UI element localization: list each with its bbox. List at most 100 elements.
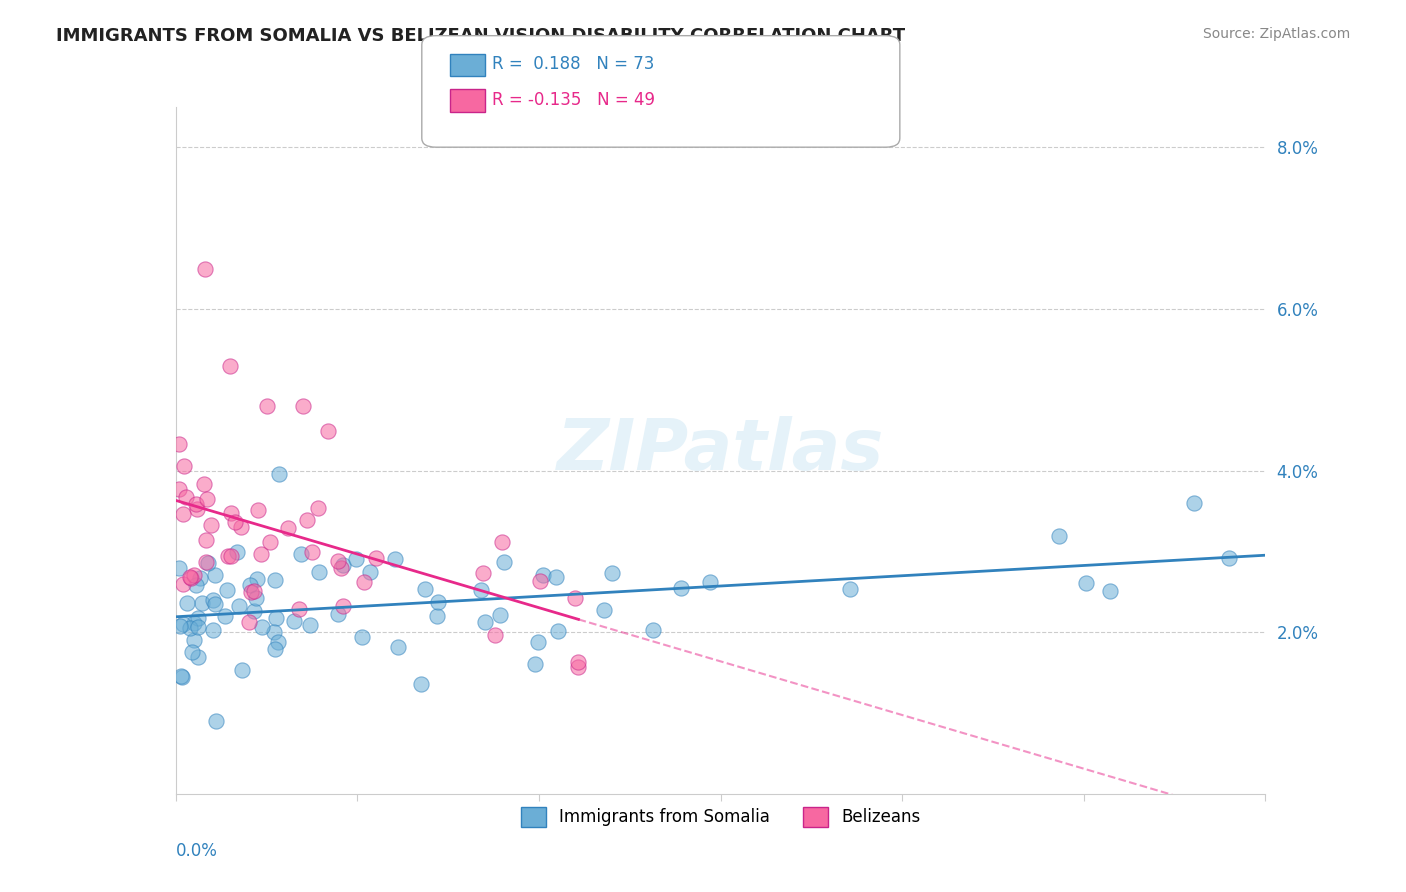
Text: R =  0.188   N = 73: R = 0.188 N = 73 xyxy=(492,55,654,73)
Immigrants from Somalia xyxy=(527,635,550,649)
Immigrants from Somalia xyxy=(411,677,433,691)
Text: ZIPatlas: ZIPatlas xyxy=(557,416,884,485)
Belizeans xyxy=(180,571,202,585)
Immigrants from Somalia xyxy=(250,620,273,634)
Belizeans xyxy=(491,535,513,549)
Immigrants from Somalia xyxy=(187,611,209,625)
Belizeans xyxy=(259,534,281,549)
Immigrants from Somalia xyxy=(169,561,191,575)
Immigrants from Somalia xyxy=(1074,575,1097,590)
Belizeans xyxy=(316,424,339,438)
Belizeans xyxy=(471,566,494,580)
Immigrants from Somalia xyxy=(214,608,236,623)
Belizeans xyxy=(224,516,246,530)
Immigrants from Somalia xyxy=(239,578,262,592)
Immigrants from Somalia xyxy=(181,645,204,659)
Belizeans xyxy=(256,399,278,413)
Text: IMMIGRANTS FROM SOMALIA VS BELIZEAN VISION DISABILITY CORRELATION CHART: IMMIGRANTS FROM SOMALIA VS BELIZEAN VISI… xyxy=(56,27,905,45)
Immigrants from Somalia xyxy=(170,669,193,683)
Belizeans xyxy=(217,549,239,564)
Immigrants from Somalia xyxy=(492,555,515,569)
Immigrants from Somalia xyxy=(188,571,211,585)
Immigrants from Somalia xyxy=(359,565,381,579)
Immigrants from Somalia xyxy=(202,623,225,637)
Text: R = -0.135   N = 49: R = -0.135 N = 49 xyxy=(492,91,655,109)
Immigrants from Somalia xyxy=(426,609,449,624)
Immigrants from Somalia xyxy=(328,607,350,621)
Belizeans xyxy=(564,591,586,605)
Immigrants from Somalia xyxy=(641,623,664,637)
Belizeans xyxy=(195,533,218,547)
Belizeans xyxy=(169,482,191,496)
Immigrants from Somalia xyxy=(352,630,374,644)
Immigrants from Somalia xyxy=(183,616,205,631)
Belizeans xyxy=(169,437,191,451)
Immigrants from Somalia xyxy=(187,619,209,633)
Belizeans xyxy=(295,513,318,527)
Belizeans xyxy=(366,550,388,565)
Belizeans xyxy=(229,520,252,534)
Immigrants from Somalia xyxy=(546,569,568,583)
Immigrants from Somalia xyxy=(387,640,409,654)
Belizeans xyxy=(194,555,217,569)
Belizeans xyxy=(250,547,273,561)
Immigrants from Somalia xyxy=(470,583,492,598)
Immigrants from Somalia xyxy=(266,635,288,649)
Immigrants from Somalia xyxy=(205,714,228,728)
Immigrants from Somalia xyxy=(215,582,238,597)
Immigrants from Somalia xyxy=(699,575,721,590)
Immigrants from Somalia xyxy=(290,547,312,561)
Immigrants from Somalia xyxy=(413,582,436,596)
Immigrants from Somalia xyxy=(298,618,321,632)
Immigrants from Somalia xyxy=(187,649,209,664)
Immigrants from Somalia xyxy=(344,552,367,566)
Belizeans xyxy=(529,574,551,589)
Immigrants from Somalia xyxy=(245,591,267,605)
Belizeans xyxy=(200,518,222,533)
Legend: Immigrants from Somalia, Belizeans: Immigrants from Somalia, Belizeans xyxy=(513,800,928,834)
Immigrants from Somalia xyxy=(204,567,226,582)
Belizeans xyxy=(567,656,589,670)
Belizeans xyxy=(186,501,208,516)
Immigrants from Somalia xyxy=(202,593,225,607)
Immigrants from Somalia xyxy=(474,615,496,629)
Belizeans xyxy=(484,628,506,642)
Immigrants from Somalia xyxy=(308,565,330,579)
Belizeans xyxy=(243,583,266,598)
Belizeans xyxy=(221,507,243,521)
Belizeans xyxy=(173,459,195,474)
Belizeans xyxy=(332,599,354,614)
Immigrants from Somalia xyxy=(184,578,207,592)
Belizeans xyxy=(277,521,299,535)
Belizeans xyxy=(184,497,207,511)
Belizeans xyxy=(172,507,194,521)
Immigrants from Somalia xyxy=(592,603,614,617)
Immigrants from Somalia xyxy=(524,657,547,671)
Belizeans xyxy=(246,503,269,517)
Immigrants from Somalia xyxy=(231,663,253,677)
Belizeans xyxy=(307,501,329,516)
Immigrants from Somalia xyxy=(263,625,285,640)
Immigrants from Somalia xyxy=(332,558,354,572)
Belizeans xyxy=(219,549,242,563)
Immigrants from Somalia xyxy=(179,621,201,635)
Belizeans xyxy=(330,561,353,575)
Immigrants from Somalia xyxy=(243,604,266,618)
Belizeans xyxy=(301,545,323,559)
Immigrants from Somalia xyxy=(197,556,219,570)
Immigrants from Somalia xyxy=(267,467,290,482)
Immigrants from Somalia xyxy=(228,599,250,613)
Text: 0.0%: 0.0% xyxy=(176,842,218,860)
Immigrants from Somalia xyxy=(384,552,406,566)
Belizeans xyxy=(172,576,194,591)
Immigrants from Somalia xyxy=(172,617,194,632)
Immigrants from Somalia xyxy=(1047,529,1070,543)
Immigrants from Somalia xyxy=(1098,583,1121,598)
Belizeans xyxy=(291,399,314,413)
Text: Source: ZipAtlas.com: Source: ZipAtlas.com xyxy=(1202,27,1350,41)
Immigrants from Somalia xyxy=(204,597,226,611)
Belizeans xyxy=(176,490,198,504)
Immigrants from Somalia xyxy=(547,624,569,639)
Belizeans xyxy=(240,584,263,599)
Immigrants from Somalia xyxy=(169,619,191,633)
